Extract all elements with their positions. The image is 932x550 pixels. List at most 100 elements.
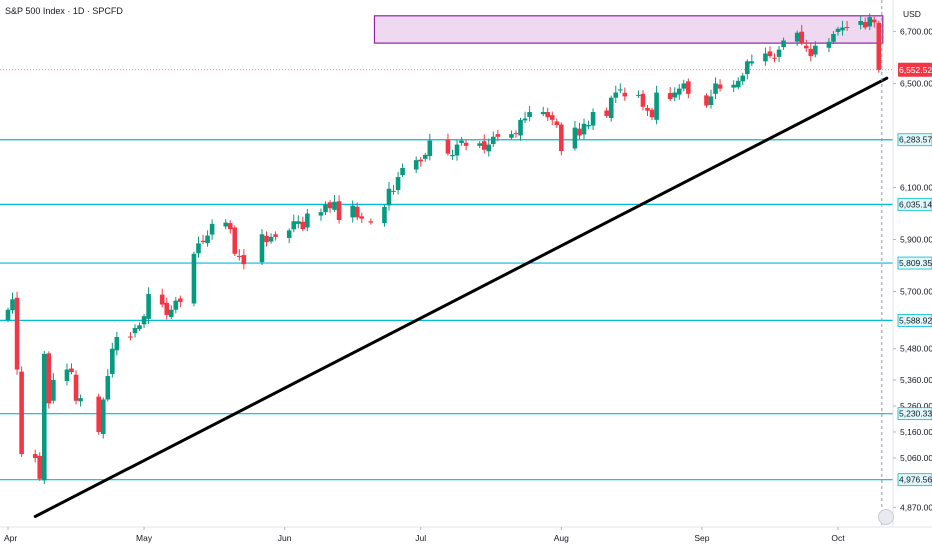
x-axis: Apr May Jun Jul Aug Sep Oct (4, 527, 845, 543)
x-tick-label: Jun (278, 533, 292, 543)
candle-body (237, 255, 242, 257)
candle-body (168, 309, 174, 317)
candle-body (105, 376, 111, 400)
candle-body (450, 154, 455, 157)
candle-body (422, 154, 428, 159)
candle-body (73, 374, 79, 401)
candle-body (232, 227, 238, 254)
candle-body (32, 454, 38, 458)
candle-body (368, 221, 374, 223)
candle-body (459, 140, 464, 143)
candle-body (840, 27, 845, 31)
candle-body (395, 177, 401, 191)
candle-body (518, 119, 523, 136)
candle-body (227, 223, 233, 230)
candle-body (64, 369, 70, 381)
candle-body (590, 112, 596, 126)
candle-body (200, 240, 206, 243)
y-tick-label: 5,480.00 (900, 344, 932, 354)
candle-body (463, 142, 469, 146)
y-tick-label: 6,100.00 (900, 182, 932, 192)
candle-body (323, 204, 328, 213)
support-level-label-bg (897, 197, 932, 211)
candle-body (808, 48, 814, 57)
last-price-label-bg (898, 62, 932, 77)
y-tick-label: 6,700.00 (900, 26, 932, 36)
candle-body (713, 83, 718, 94)
candle-body (100, 399, 106, 435)
candle-body (159, 294, 165, 305)
candle-body (740, 75, 746, 82)
support-level-label: 5,588.92 (899, 315, 932, 325)
y-tick-label: 5,360.00 (900, 375, 932, 385)
candle-body (191, 253, 197, 304)
candle-body (37, 455, 43, 479)
candle-body (527, 112, 532, 117)
candle-body (522, 118, 528, 121)
candle-body (640, 93, 646, 107)
support-level-label: 6,035.14 (899, 199, 932, 209)
candle-body (744, 61, 750, 75)
currency-label[interactable]: USD (903, 9, 921, 19)
last-price-label: 6,552.52 (899, 65, 932, 75)
x-tick-label: Jul (415, 533, 426, 543)
y-tick-label: 5,160.00 (900, 427, 932, 437)
candle-body (731, 84, 736, 88)
support-level-label-bg (897, 256, 932, 270)
candle-body (305, 213, 310, 228)
x-tick-label: Sep (694, 533, 709, 543)
candle-body (41, 353, 47, 481)
candle-body (114, 337, 120, 351)
candle-body (654, 92, 659, 120)
candle-body (359, 216, 365, 219)
candle-body (844, 26, 850, 29)
candle-body (128, 336, 133, 338)
candle-body (835, 28, 841, 32)
support-level-label: 5,230.33 (899, 409, 932, 419)
candle-body (332, 201, 337, 210)
candle-body (545, 112, 551, 118)
candle-body (876, 22, 882, 70)
candle-body (581, 123, 587, 135)
candle-body (209, 223, 215, 235)
candle-body (418, 159, 424, 162)
candles (5, 13, 882, 484)
y-tick-label: 5,260.00 (900, 401, 932, 411)
candle-body (10, 299, 15, 311)
candle-body (141, 316, 147, 325)
candle-body (137, 325, 142, 329)
support-level-label: 5,809.35 (899, 258, 932, 268)
candle-body (223, 222, 229, 227)
candle-body (291, 221, 297, 230)
candle-body (586, 125, 591, 127)
candle-body (51, 379, 56, 401)
candle-body (636, 94, 641, 96)
candle-body (327, 202, 333, 209)
candle-body (491, 136, 496, 145)
candle-body (577, 128, 582, 136)
candle-body (608, 97, 614, 119)
support-level-label: 4,976.56 (899, 475, 932, 485)
candle-body (259, 234, 265, 263)
trendline-line (33, 76, 889, 518)
candle-body (427, 140, 433, 156)
candle-body (300, 221, 306, 230)
x-tick-label: Aug (554, 533, 569, 543)
candle-body (400, 167, 405, 175)
chart-title: S&P 500 Index · 1D · SPCFD (5, 6, 123, 16)
y-tick-label: 6,500.00 (900, 78, 932, 88)
candle-body (772, 57, 777, 59)
candle-body (391, 190, 396, 192)
candle-body (495, 134, 501, 137)
candle-body (264, 235, 269, 243)
candle-body (540, 112, 546, 115)
candle-body (735, 80, 741, 88)
candle-body (336, 201, 342, 220)
candle-body (178, 298, 183, 302)
candle-body (477, 143, 482, 146)
x-tick-label: Apr (4, 533, 17, 543)
candle-body (622, 92, 628, 97)
candle-body (799, 31, 805, 44)
candle-body (604, 110, 609, 116)
